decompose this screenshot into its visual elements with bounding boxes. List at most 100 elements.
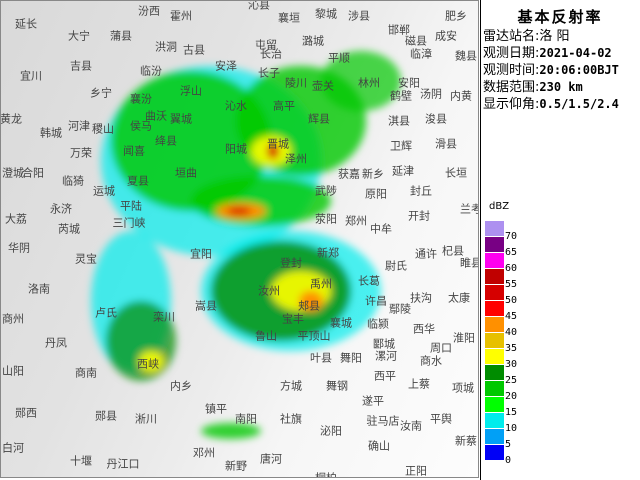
city-label: 宝丰 xyxy=(282,312,304,326)
legend-value: 10 xyxy=(505,423,518,434)
city-label: 延津 xyxy=(392,164,414,178)
legend-value: 25 xyxy=(505,375,518,386)
city-label: 开封 xyxy=(408,209,430,223)
city-label: 长治 xyxy=(260,47,282,61)
city-label: 新野 xyxy=(225,459,247,473)
info-panel: 基本反射率 雷达站名:洛 阳 观测日期:2021-04-02 观测时间:20:0… xyxy=(480,0,640,480)
echo-green xyxy=(111,71,271,211)
city-label: 山阳 xyxy=(2,364,24,378)
city-label: 黎城 xyxy=(315,7,337,21)
legend-swatch xyxy=(485,301,504,316)
city-label: 郏县 xyxy=(298,299,320,313)
city-label: 平陆 xyxy=(120,199,142,213)
city-label: 安泽 xyxy=(215,59,237,73)
city-label: 淅川 xyxy=(135,412,157,426)
city-label: 长垣 xyxy=(445,166,467,180)
city-label: 确山 xyxy=(368,439,390,453)
city-label: 闻喜 xyxy=(123,144,145,158)
city-label: 汝南 xyxy=(400,419,422,433)
legend-swatch xyxy=(485,221,504,236)
city-label: 古县 xyxy=(183,43,205,57)
city-label: 扶沟 xyxy=(410,291,432,305)
city-label: 三门峡 xyxy=(112,216,146,230)
city-label: 封丘 xyxy=(410,184,432,198)
city-label: 武陟 xyxy=(315,184,337,198)
city-label: 蒲县 xyxy=(110,29,132,43)
city-label: 磁县 xyxy=(405,34,427,48)
city-label: 延长 xyxy=(15,17,37,31)
legend-swatch xyxy=(485,333,504,348)
city-label: 淮阳 xyxy=(453,331,475,345)
city-label: 稷山 xyxy=(92,122,114,136)
city-label: 曲沃 xyxy=(145,109,167,123)
city-label: 肥乡 xyxy=(445,9,467,23)
city-label: 澄城 xyxy=(2,166,24,180)
city-label: 兰考 xyxy=(460,202,478,216)
city-label: 南阳 xyxy=(235,412,257,426)
city-label: 禹州 xyxy=(310,277,332,291)
row-value: 2021-04-02 xyxy=(539,46,612,60)
city-label: 万荣 xyxy=(70,146,92,160)
city-label: 林州 xyxy=(358,76,380,90)
row-value: 洛 阳 xyxy=(539,29,570,44)
legend-value: 50 xyxy=(505,295,518,306)
echo-red xyxy=(267,143,279,159)
city-label: 垣曲 xyxy=(175,166,197,180)
city-label: 商州 xyxy=(2,312,24,326)
city-label: 侯马 xyxy=(130,119,152,133)
city-label: 汤阴 xyxy=(420,87,442,101)
city-label: 白河 xyxy=(2,441,24,455)
echo-green xyxy=(191,176,331,226)
legend-value: 40 xyxy=(505,327,518,338)
city-label: 项城 xyxy=(452,381,474,395)
city-label: 舞阳 xyxy=(340,351,362,365)
city-label: 内乡 xyxy=(170,379,192,393)
obs-date-row: 观测日期:2021-04-02 xyxy=(483,45,612,62)
city-label: 鄢陵 xyxy=(389,302,411,316)
city-label: 商水 xyxy=(420,354,442,368)
city-label: 杞县 xyxy=(442,244,464,258)
city-label: 鹤壁 xyxy=(390,89,412,103)
city-label: 上蔡 xyxy=(408,377,430,391)
city-label: 运城 xyxy=(93,184,115,198)
city-label: 社旗 xyxy=(280,412,302,426)
city-label: 洛南 xyxy=(28,282,50,296)
city-label: 卢氏 xyxy=(95,306,117,320)
city-label: 镇平 xyxy=(205,402,227,416)
row-label: 数据范围: xyxy=(483,80,540,95)
city-label: 漯河 xyxy=(375,349,397,363)
city-label: 平舆 xyxy=(430,412,452,426)
city-label: 夏县 xyxy=(127,174,149,188)
city-label: 邯郸 xyxy=(388,23,410,37)
city-label: 沁县 xyxy=(248,0,270,12)
city-label: 泌阳 xyxy=(320,424,342,438)
echo-red xyxy=(227,207,251,215)
city-label: 正阳 xyxy=(405,464,427,478)
radar-map: 延长 汾西 霍州 大宁 蒲县 洪洞 古县 吉县 宜川 临汾 安泽 乡宁 襄汾 浮山 黄龙 河津 稷山 曲沃 翼城 韩城… xyxy=(0,0,479,478)
city-label: 嵩县 xyxy=(195,299,217,313)
city-label: 获嘉 xyxy=(338,167,360,181)
city-label: 卫辉 xyxy=(390,139,412,153)
legend-value: 35 xyxy=(505,343,518,354)
legend-value: 70 xyxy=(505,231,518,242)
city-label: 汝州 xyxy=(258,284,280,298)
city-label: 遂平 xyxy=(362,394,384,408)
city-label: 平顶山 xyxy=(297,329,331,343)
city-label: 郧西 xyxy=(15,406,37,420)
city-label: 潞城 xyxy=(302,34,324,48)
legend-value: 15 xyxy=(505,407,518,418)
city-label: 平顺 xyxy=(328,51,350,65)
city-label: 临颍 xyxy=(367,317,389,331)
city-label: 大荔 xyxy=(5,212,27,226)
city-label: 西峡 xyxy=(137,357,159,371)
legend-swatch xyxy=(485,269,504,284)
legend-swatch xyxy=(485,413,504,428)
city-label: 西华 xyxy=(413,322,435,336)
city-label: 长子 xyxy=(258,66,280,80)
city-label: 韩城 xyxy=(40,126,62,140)
legend-value: 65 xyxy=(505,247,518,258)
city-label: 大宁 xyxy=(68,29,90,43)
city-label: 周口 xyxy=(430,341,452,355)
city-label: 丹江口 xyxy=(106,457,140,471)
legend-value: 20 xyxy=(505,391,518,402)
